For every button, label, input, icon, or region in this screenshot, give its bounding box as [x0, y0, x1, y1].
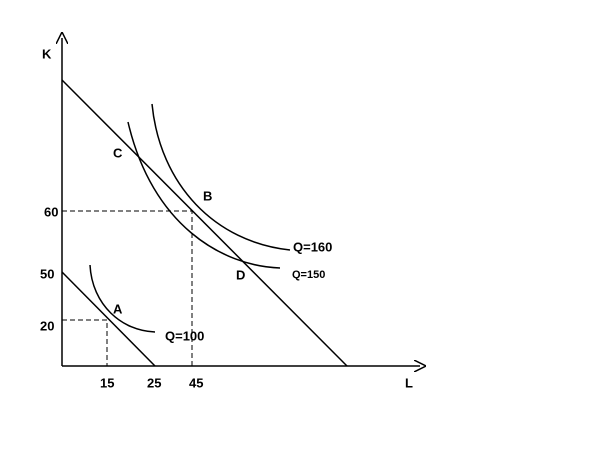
curve-label: Q=150 — [292, 269, 325, 281]
point-label: C — [113, 145, 123, 160]
tick-label: 25 — [147, 375, 161, 390]
axis-label: L — [405, 375, 413, 390]
axis-label: K — [42, 46, 52, 61]
isocost-line — [61, 271, 156, 367]
guide-line — [62, 210, 193, 366]
point-label: B — [203, 188, 212, 203]
isoquant — [127, 121, 281, 269]
curve-label: Q=100 — [165, 328, 204, 343]
guide-line — [62, 319, 108, 366]
isoquant — [89, 264, 156, 333]
isoquant — [151, 103, 291, 251]
tick-label: 45 — [189, 375, 203, 390]
isocost-line — [61, 79, 348, 367]
tick-label: 50 — [40, 266, 54, 281]
point-label: A — [113, 301, 123, 316]
tick-label: 20 — [40, 318, 54, 333]
tick-label: 60 — [44, 204, 58, 219]
point-label: D — [236, 267, 245, 282]
tick-label: 15 — [100, 375, 114, 390]
curve-label: Q=160 — [293, 239, 332, 254]
